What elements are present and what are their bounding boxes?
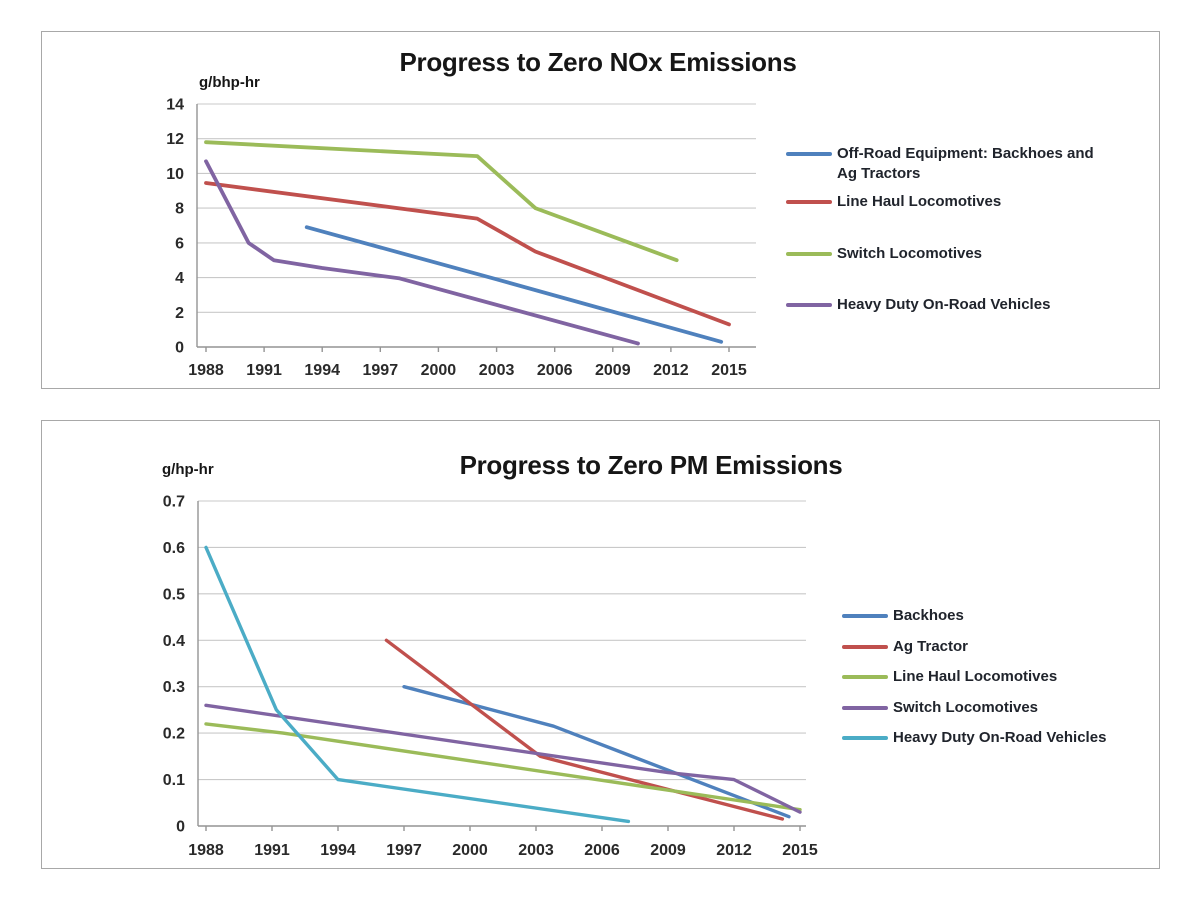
y-tick-label: 0: [176, 819, 185, 836]
legend-item-line-haul-locomotives: Line Haul Locomotives: [842, 667, 1162, 687]
y-tick-label: 4: [175, 270, 184, 287]
x-tick-label: 2009: [650, 842, 686, 859]
legend-label: Heavy Duty On-Road Vehicles: [893, 729, 1107, 746]
legend-swatch-off-road-equipment-backhoes-and-ag-tractors: [786, 152, 832, 156]
legend-item-heavy-duty-on-road-vehicles: Heavy Duty On-Road Vehicles: [842, 728, 1162, 748]
x-tick-label: 1994: [320, 842, 356, 859]
x-tick-label: 2009: [595, 362, 631, 379]
x-tick-label: 1988: [188, 842, 224, 859]
x-tick-label: 1988: [188, 362, 224, 379]
x-tick-label: 2003: [479, 362, 515, 379]
legend-item-ag-tractor: Ag Tractor: [842, 637, 1162, 657]
legend-item-backhoes: Backhoes: [842, 606, 1162, 626]
y-tick-label: 10: [166, 166, 184, 183]
plot-area-pm: 0 0.1 0.2 0.3 0.4 0.5 0.6 0.7 1988 1991 1994 1997 20…: [163, 494, 818, 860]
y-tick-label: 0.6: [163, 540, 185, 557]
x-tick-label: 1991: [246, 362, 282, 379]
y-tick-label: 2: [175, 305, 184, 322]
y-axis-unit-label-nox: g/bhp-hr: [199, 74, 260, 91]
y-tick-label: 0.1: [163, 772, 185, 789]
legend-label: Switch Locomotives: [893, 698, 1039, 716]
legend-swatch-line-haul-locomotives: [786, 200, 832, 204]
legend-swatch-switch-locomotives: [842, 705, 888, 710]
y-tick-label: 14: [166, 97, 184, 114]
x-tick-label: 2015: [711, 362, 747, 379]
nox-emissions-chart-panel: Progress to Zero NOx Emissions g/bhp-hr …: [41, 31, 1160, 389]
series-line-backhoes: [402, 685, 791, 819]
series-line-heavy-duty-on-road-vehicles: [204, 545, 631, 824]
series-line-off-road-equipment-backhoes-and-ag-tractors: [304, 225, 724, 344]
y-axis-unit-label-pm: g/hp-hr: [162, 461, 214, 478]
legend-swatch-line-haul-locomotives: [842, 675, 888, 679]
x-tick-label: 2006: [584, 842, 620, 859]
y-tick-label: 0.2: [163, 726, 185, 743]
legend-label: Backhoes: [893, 607, 964, 624]
legend-item-heavy-duty-on-road-vehicles: Heavy Duty On-Road Vehicles: [786, 295, 1116, 315]
series-line-line-haul-locomotives: [204, 722, 802, 812]
legend-pm: Backhoes Ag Tractor Line Haul Locomotives S…: [842, 606, 1162, 759]
legend-item-switch-locomotives: Switch Locomotives: [786, 244, 1116, 264]
legend-label: Off-Road Equipment: Backhoes and Ag Trac…: [837, 145, 1094, 182]
legend-item-line-haul-locomotives: Line Haul Locomotives: [786, 192, 1116, 212]
y-tick-label: 0.5: [163, 586, 185, 603]
x-tick-label: 2003: [518, 842, 554, 859]
series-line-switch-locomotives: [204, 703, 802, 814]
legend-label: Heavy Duty On-Road Vehicles: [837, 296, 1051, 313]
legend-nox: Off-Road Equipment: Backhoes and Ag Trac…: [786, 144, 1116, 347]
y-tick-label: 12: [166, 131, 184, 148]
legend-swatch-heavy-duty-on-road-vehicles: [842, 736, 888, 740]
chart-title-nox: Progress to Zero NOx Emissions: [399, 47, 797, 77]
x-tick-label: 1997: [363, 362, 399, 379]
legend-swatch-heavy-duty-on-road-vehicles: [786, 303, 832, 307]
chart-title-pm: Progress to Zero PM Emissions: [459, 450, 843, 480]
y-tick-label: 0: [175, 340, 184, 357]
y-tick-label: 8: [175, 201, 184, 218]
x-tick-label: 2012: [716, 842, 752, 859]
legend-swatch-switch-locomotives: [786, 251, 832, 256]
legend-label: Switch Locomotives: [837, 244, 983, 262]
legend-swatch-ag-tractor: [842, 644, 888, 649]
x-tick-label: 2000: [452, 842, 488, 859]
x-tick-label: 2015: [782, 842, 818, 859]
legend-item-switch-locomotives: Switch Locomotives: [842, 698, 1162, 718]
legend-swatch-backhoes: [842, 614, 888, 618]
y-tick-label: 0.3: [163, 679, 185, 696]
series-line-heavy-duty-on-road-vehicles: [204, 159, 640, 346]
y-tick-label: 0.4: [163, 633, 185, 650]
y-tick-label: 0.7: [163, 494, 185, 511]
series-line-switch-locomotives: [204, 140, 679, 263]
legend-label: Line Haul Locomotives: [893, 668, 1058, 685]
series-line-line-haul-locomotives: [204, 181, 731, 327]
legend-item-off-road-equipment-backhoes-and-ag-tractors: Off-Road Equipment: Backhoes and Ag Trac…: [786, 144, 1116, 183]
series-line-ag-tractor: [384, 638, 785, 821]
y-tick-label: 6: [175, 235, 184, 252]
x-tick-label: 1997: [386, 842, 422, 859]
x-tick-label: 2000: [421, 362, 457, 379]
legend-label: Line Haul Locomotives: [837, 193, 1002, 210]
x-tick-label: 1991: [254, 842, 290, 859]
legend-label: Ag Tractor: [893, 637, 969, 655]
x-tick-label: 2006: [537, 362, 573, 379]
plot-area-nox: 0 2 4 6 8 10 12 14 1988 1991 1994 1997 2000 2003 2006 2…: [166, 97, 756, 379]
x-tick-label: 2012: [653, 362, 689, 379]
x-tick-label: 1994: [304, 362, 340, 379]
